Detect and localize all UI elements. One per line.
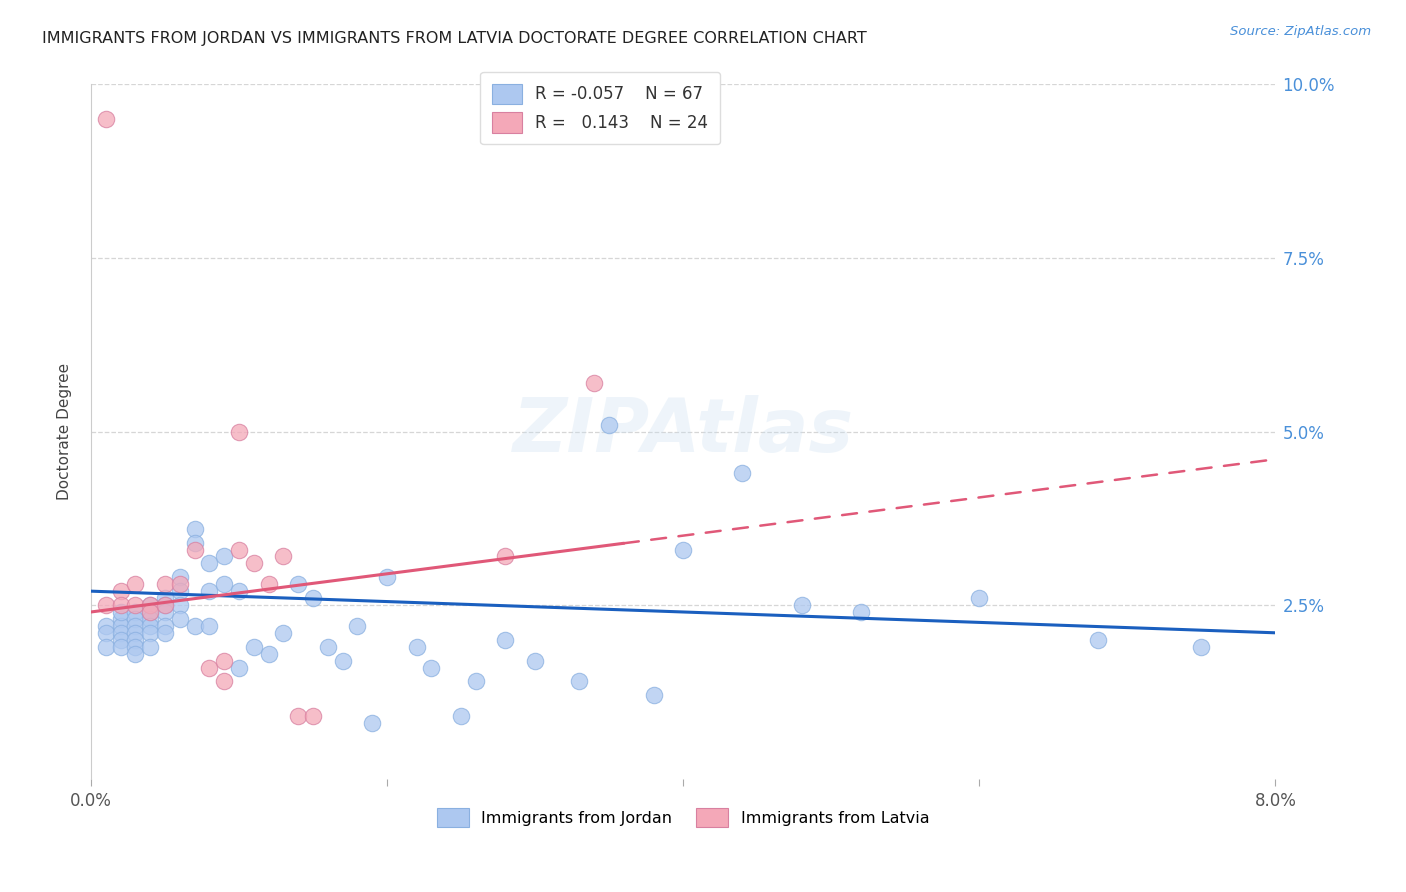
Point (153, 577, 176, 591)
Point (183, 542, 205, 557)
Point (583, 376, 606, 390)
Point (183, 619, 205, 633)
Point (124, 632, 146, 647)
Point (94, 598, 117, 612)
Point (524, 654, 547, 668)
Point (139, 625, 162, 640)
Point (198, 584, 221, 599)
Text: Source: ZipAtlas.com: Source: ZipAtlas.com (1230, 25, 1371, 38)
Point (139, 619, 162, 633)
Point (124, 605, 146, 619)
Point (124, 612, 146, 626)
Point (212, 549, 235, 564)
Point (110, 584, 132, 599)
Point (110, 605, 132, 619)
Point (243, 640, 266, 654)
Point (287, 577, 309, 591)
Point (212, 654, 235, 668)
Point (110, 632, 132, 647)
Point (94, 619, 117, 633)
Point (790, 598, 813, 612)
Point (124, 640, 146, 654)
Point (405, 640, 427, 654)
Point (228, 425, 250, 439)
Point (183, 522, 205, 536)
Point (169, 584, 191, 599)
Point (495, 549, 517, 564)
Point (153, 598, 176, 612)
Point (568, 674, 591, 689)
Point (198, 557, 221, 571)
Point (731, 466, 754, 480)
Point (257, 577, 280, 591)
Point (212, 577, 235, 591)
Point (139, 640, 162, 654)
Point (153, 625, 176, 640)
Point (273, 549, 295, 564)
Point (302, 709, 325, 723)
Point (420, 660, 443, 674)
Point (153, 598, 176, 612)
Point (169, 612, 191, 626)
Point (1087, 632, 1109, 647)
Point (183, 535, 205, 549)
Point (124, 625, 146, 640)
Point (287, 709, 309, 723)
Point (94, 112, 117, 127)
Point (110, 612, 132, 626)
Point (110, 598, 132, 612)
Legend: Immigrants from Jordan, Immigrants from Latvia: Immigrants from Jordan, Immigrants from … (430, 802, 936, 833)
Point (212, 674, 235, 689)
Point (139, 598, 162, 612)
Point (139, 605, 162, 619)
Point (198, 660, 221, 674)
Point (849, 605, 872, 619)
Point (94, 625, 117, 640)
Point (153, 605, 176, 619)
Point (124, 598, 146, 612)
Point (110, 640, 132, 654)
Point (643, 688, 665, 702)
Point (153, 591, 176, 606)
Point (1189, 640, 1212, 654)
Point (124, 647, 146, 661)
Point (198, 619, 221, 633)
Point (346, 619, 368, 633)
Point (598, 417, 620, 432)
Y-axis label: Doctorate Degree: Doctorate Degree (58, 363, 72, 500)
Point (316, 640, 339, 654)
Point (228, 542, 250, 557)
Text: IMMIGRANTS FROM JORDAN VS IMMIGRANTS FROM LATVIA DOCTORATE DEGREE CORRELATION CH: IMMIGRANTS FROM JORDAN VS IMMIGRANTS FRO… (42, 31, 868, 46)
Point (169, 577, 191, 591)
Point (110, 619, 132, 633)
Text: ZIPAtlas: ZIPAtlas (513, 395, 853, 468)
Point (243, 557, 266, 571)
Point (153, 619, 176, 633)
Point (139, 612, 162, 626)
Point (257, 647, 280, 661)
Point (124, 619, 146, 633)
Point (361, 716, 384, 731)
Point (228, 660, 250, 674)
Point (169, 570, 191, 584)
Point (375, 570, 398, 584)
Point (450, 709, 472, 723)
Point (672, 542, 695, 557)
Point (94, 640, 117, 654)
Point (273, 625, 295, 640)
Point (967, 591, 990, 606)
Point (495, 632, 517, 647)
Point (302, 591, 325, 606)
Point (139, 605, 162, 619)
Point (139, 598, 162, 612)
Point (464, 674, 486, 689)
Point (110, 625, 132, 640)
Point (124, 577, 146, 591)
Point (228, 584, 250, 599)
Point (169, 598, 191, 612)
Point (332, 654, 354, 668)
